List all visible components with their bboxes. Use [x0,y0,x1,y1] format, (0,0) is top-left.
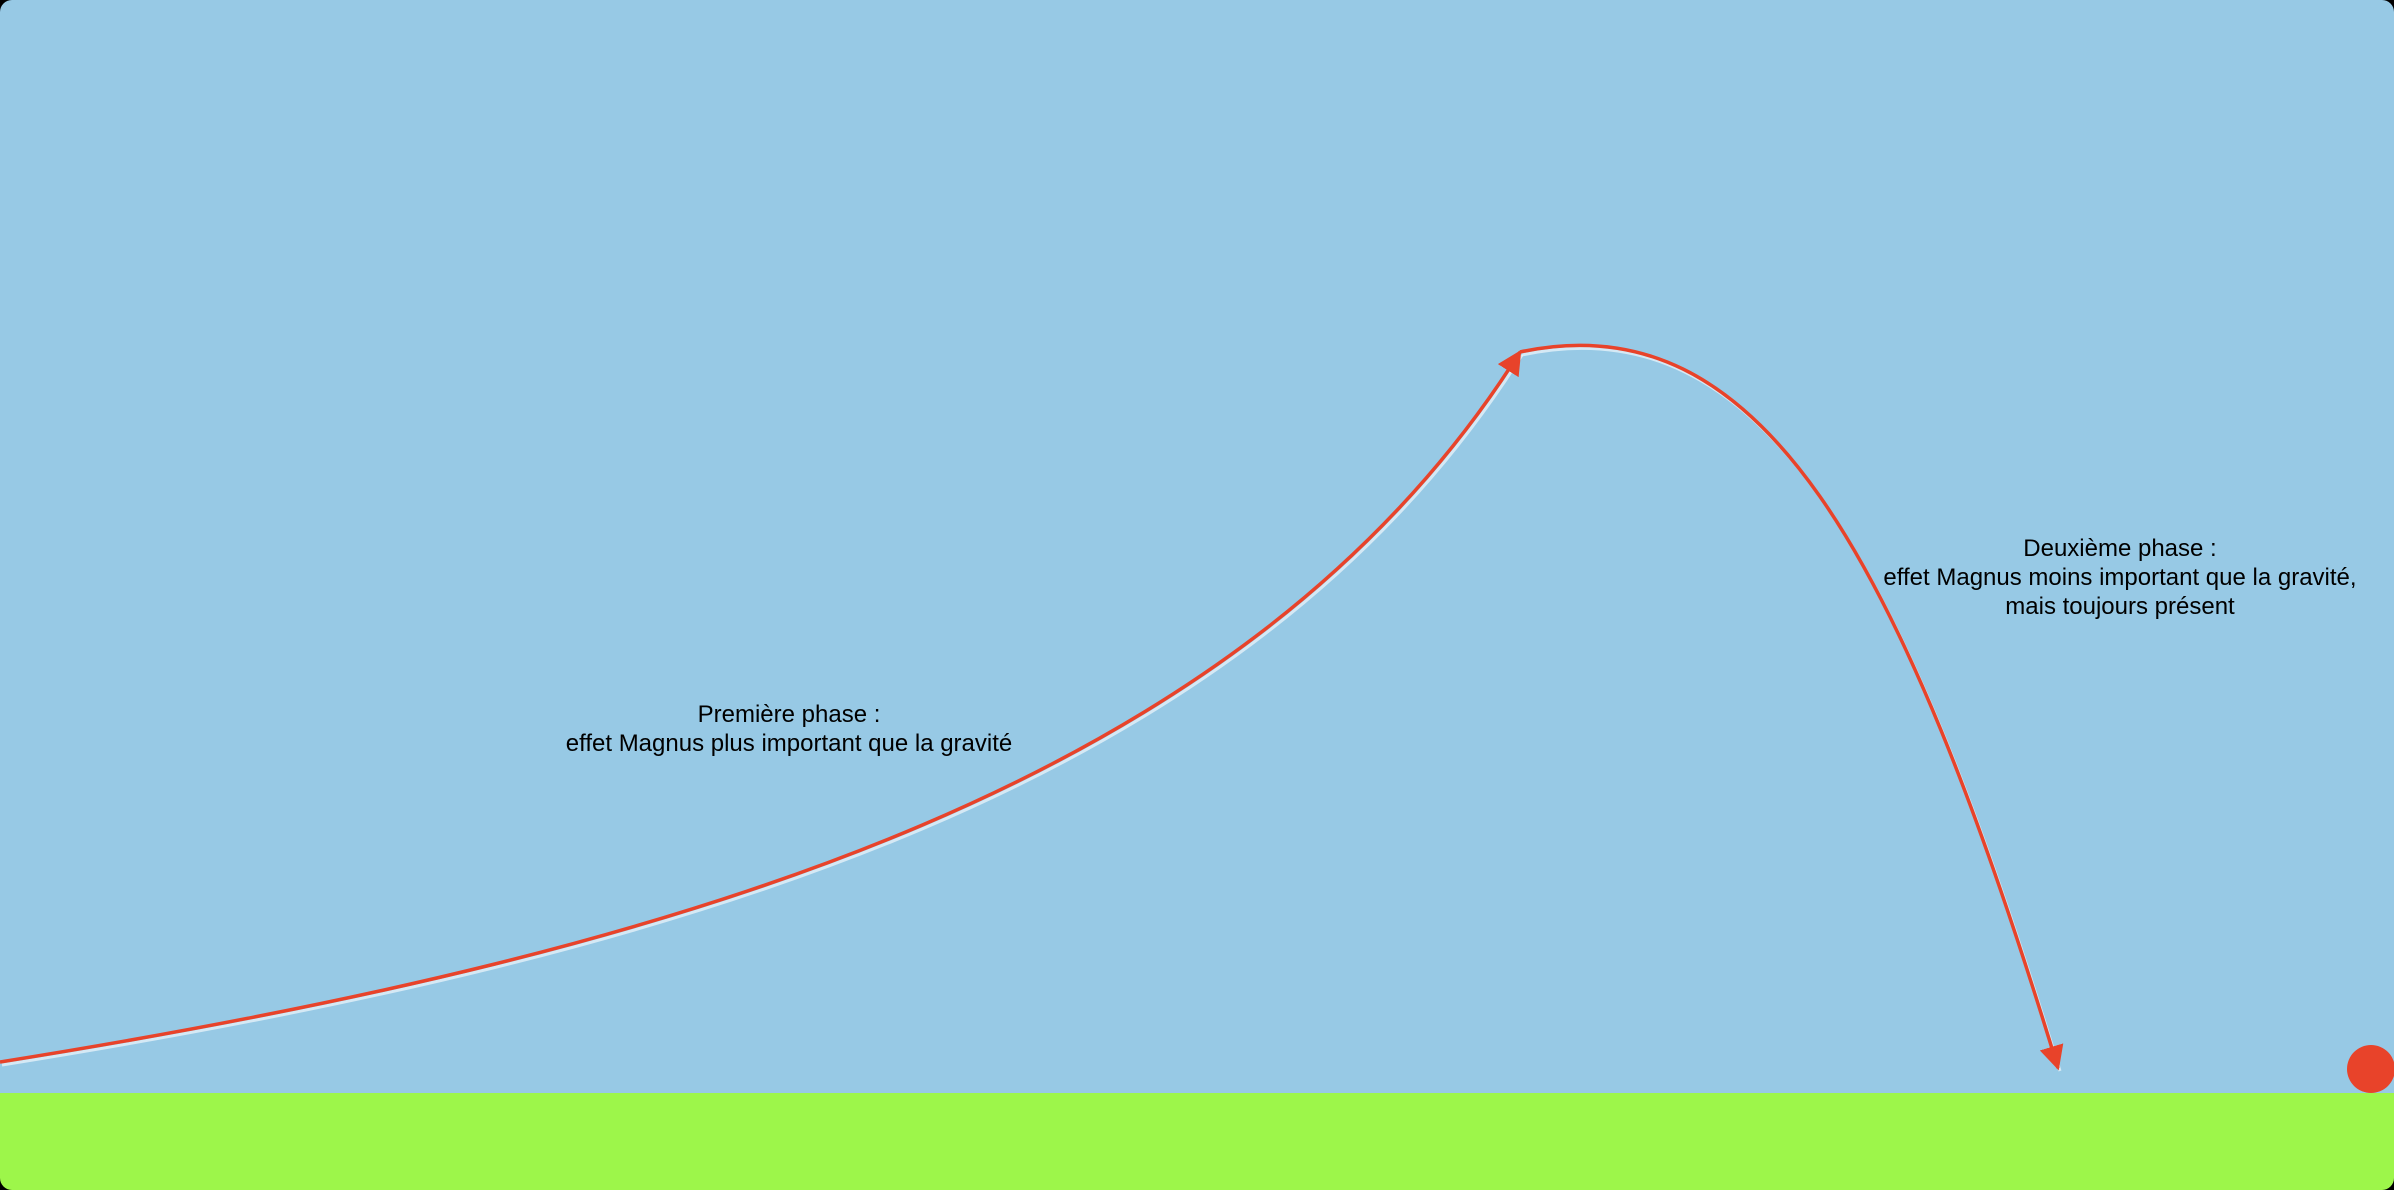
phase-one-description: effet Magnus plus important que la gravi… [565,730,1013,757]
trajectory-phase-two-arrow [1519,343,2064,1071]
ground [0,1093,2394,1190]
trajectory-phase-one-arrow [0,349,1522,1064]
sky-background [0,0,2394,1093]
phase-one-annotation: Première phase : effet Magnus plus impor… [566,700,1012,758]
phase-two-annotation: Deuxième phase : effet Magnus moins impo… [1883,534,2356,621]
phase-two-title: Deuxième phase : [2023,535,2217,562]
ball [2347,1045,2394,1093]
phase-two-line-2: mais toujours présent [2005,593,2235,620]
phase-two-line-1: effet Magnus moins important que la grav… [1883,564,2357,591]
phase-one-title: Première phase : [697,701,881,728]
trajectory-phase-one-highlight [1,354,1524,1067]
